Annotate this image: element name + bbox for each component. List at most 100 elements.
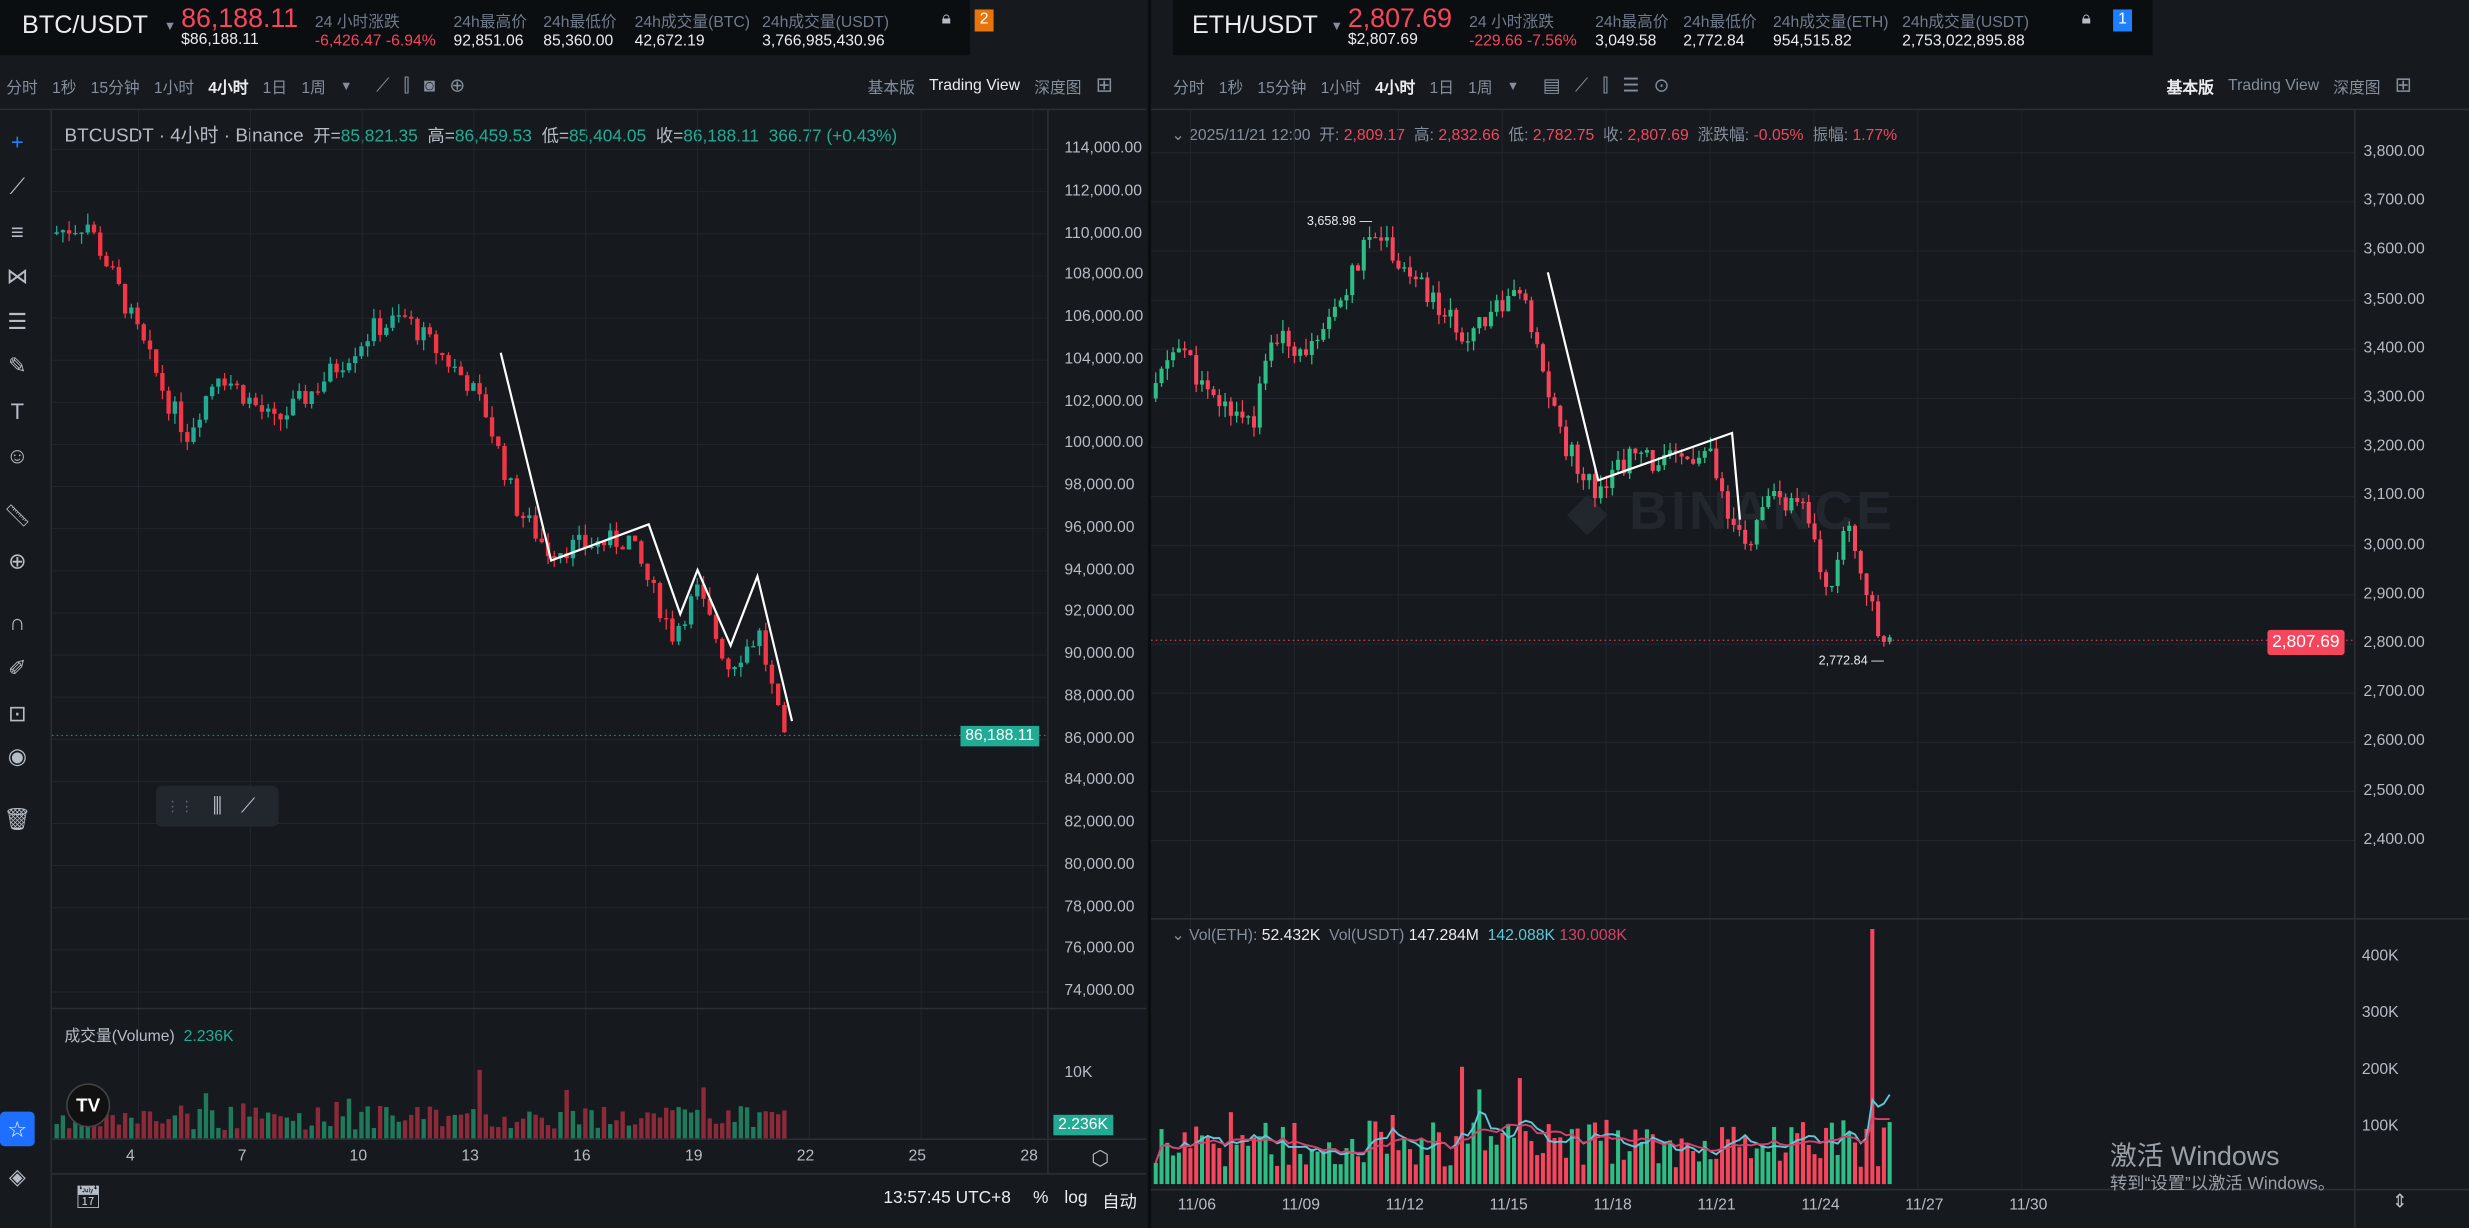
btc-symbol[interactable]: BTC/USDT [22, 12, 149, 40]
line-tool-icon[interactable]: ⟋ [240, 793, 256, 818]
activation-watermark-title: 激活 Windows [2109, 1141, 2280, 1172]
view-basic[interactable]: 基本版 [867, 79, 915, 97]
interval-1h[interactable]: 1小时 [1320, 79, 1361, 97]
emoji-icon[interactable]: ☺ [6, 442, 29, 468]
volume-bar [1841, 1120, 1846, 1185]
candle-body [396, 315, 401, 317]
symbol-dropdown-icon[interactable]: ▼ [163, 18, 177, 34]
candle-body [651, 579, 656, 583]
view-basic[interactable]: 基本版 [2166, 79, 2214, 97]
camera-icon[interactable]: ◙ [423, 74, 436, 97]
layers-icon[interactable]: ◈ [8, 1162, 26, 1189]
display-settings-icon[interactable]: ☰ [1622, 74, 1640, 97]
candle-type-icon[interactable]: ⫿ [1602, 73, 1609, 96]
interval-4h[interactable]: 4小时 [208, 79, 249, 97]
trash-icon[interactable]: 🗑︎ [3, 805, 32, 831]
view-tradingview[interactable]: Trading View [929, 76, 1021, 94]
auto-toggle[interactable]: 自动 [1102, 1193, 1137, 1213]
volume-bar [1355, 1156, 1361, 1185]
window-badge[interactable]: 2 [974, 9, 994, 32]
candle-body [1789, 498, 1794, 511]
goto-date-icon[interactable]: 📅︎ [74, 1184, 103, 1210]
settings-icon[interactable]: ⊙ [1653, 74, 1670, 97]
more-intervals-icon[interactable]: ▼ [340, 77, 353, 93]
indicator-icon[interactable]: ⟋ [1574, 73, 1589, 96]
volume-bar [1257, 1136, 1262, 1185]
volume-bar [85, 1119, 90, 1139]
interval-1h[interactable]: 1小时 [153, 79, 195, 97]
brush-icon[interactable]: ✎ [8, 351, 27, 378]
star-icon[interactable]: ☆ [0, 1111, 35, 1147]
candles-icon[interactable]: ⫼ [212, 793, 222, 818]
volume-bar [1627, 1151, 1632, 1185]
date-label: 22 [796, 1147, 815, 1166]
btc-ohlc-legend: BTCUSDT · 4小时 · Binance 开=85,821.35 高= 86… [65, 121, 898, 148]
interval-15m[interactable]: 15分钟 [1257, 79, 1307, 97]
layout-icon[interactable]: ⊞ [1095, 72, 1113, 97]
eye-icon[interactable]: ◉ [7, 742, 27, 768]
volume-bar [1275, 1165, 1280, 1185]
candle-body [241, 385, 246, 404]
calendar-icon[interactable]: ▤ [1542, 74, 1561, 97]
crosshair-icon[interactable]: + [10, 129, 24, 155]
draw-lock-icon[interactable]: ✐ [8, 654, 27, 680]
volume-bar [415, 1107, 420, 1139]
interval-time[interactable]: 分时 [1173, 79, 1205, 97]
candle-body [732, 667, 737, 670]
eth-price-label: 3,300.00 [2363, 388, 2425, 407]
legend-amplitude: 1.77% [1852, 127, 1898, 145]
volume-bar [346, 1098, 352, 1139]
log-toggle[interactable]: log [1064, 1188, 1088, 1208]
collapse-icon[interactable]: ⌄ [1171, 127, 1190, 145]
pattern-icon[interactable]: ⋈ [6, 262, 29, 288]
settings-icon[interactable]: ⬡ [1091, 1146, 1110, 1170]
percent-toggle[interactable]: % [1032, 1188, 1049, 1208]
magnet-icon[interactable]: ∩ [9, 609, 26, 635]
drag-handle-icon[interactable]: ⋮⋮ [165, 797, 194, 814]
lock-icon[interactable]: 🔒︎ [941, 9, 951, 29]
view-depth[interactable]: 深度图 [2333, 79, 2381, 97]
collapse-icon[interactable]: ⌄ [1171, 927, 1190, 945]
fit-scale-icon[interactable]: ⇕ [2391, 1190, 2408, 1213]
btc-price-label: 110,000.00 [1064, 224, 1143, 242]
add-icon[interactable]: ⊕ [449, 74, 466, 97]
interval-1s[interactable]: 1秒 [51, 79, 77, 97]
volume-bar [1494, 1144, 1499, 1185]
interval-15m[interactable]: 15分钟 [90, 79, 140, 97]
eth-symbol[interactable]: ETH/USDT [1191, 12, 1318, 40]
more-intervals-icon[interactable]: ▼ [1506, 77, 1520, 93]
window-badge[interactable]: 1 [2113, 9, 2133, 32]
eth-price-label: 2,500.00 [2363, 781, 2425, 800]
interval-1w[interactable]: 1周 [301, 79, 326, 97]
interval-time[interactable]: 分时 [6, 79, 38, 97]
zoom-in-icon[interactable]: ⊕ [8, 547, 27, 573]
stat-value: -6,426.47 -6.94% [314, 33, 436, 51]
lock-icon[interactable]: 🔒︎ [2081, 9, 2091, 29]
fib-icon[interactable]: ☰ [7, 307, 28, 334]
trendline-icon[interactable]: ⟋ [9, 172, 26, 198]
indicator-icon[interactable]: ⟋ [376, 73, 390, 96]
view-depth[interactable]: 深度图 [1034, 79, 1082, 97]
interval-1s[interactable]: 1秒 [1218, 79, 1244, 97]
interval-1w[interactable]: 1周 [1468, 79, 1493, 97]
candle-type-icon[interactable]: ⫿ [403, 73, 410, 96]
ruler-icon[interactable]: 📏︎ [3, 501, 32, 527]
horizontal-lines-icon[interactable]: ≡ [10, 218, 24, 245]
layout-icon[interactable]: ⊞ [2394, 72, 2412, 97]
interval-4h[interactable]: 4小时 [1375, 79, 1416, 97]
volume-bar [303, 1129, 308, 1139]
candle-body [657, 582, 663, 619]
volume-bar [359, 1111, 364, 1139]
candle-body [303, 390, 308, 404]
view-tradingview[interactable]: Trading View [2228, 76, 2320, 94]
interval-1d[interactable]: 1日 [262, 79, 288, 97]
candle-body [1523, 293, 1528, 301]
interval-1d[interactable]: 1日 [1429, 79, 1454, 97]
symbol-dropdown-icon[interactable]: ▼ [1330, 18, 1344, 34]
lock-drawings-icon[interactable]: ⊡ [8, 699, 27, 726]
candle-body [1685, 456, 1690, 460]
text-icon[interactable]: T [10, 398, 25, 424]
tradingview-logo[interactable]: TV [66, 1083, 111, 1128]
